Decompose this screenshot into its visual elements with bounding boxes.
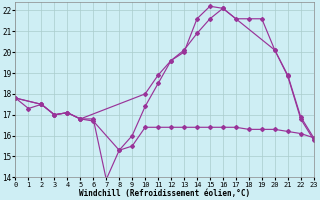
X-axis label: Windchill (Refroidissement éolien,°C): Windchill (Refroidissement éolien,°C)	[79, 189, 250, 198]
